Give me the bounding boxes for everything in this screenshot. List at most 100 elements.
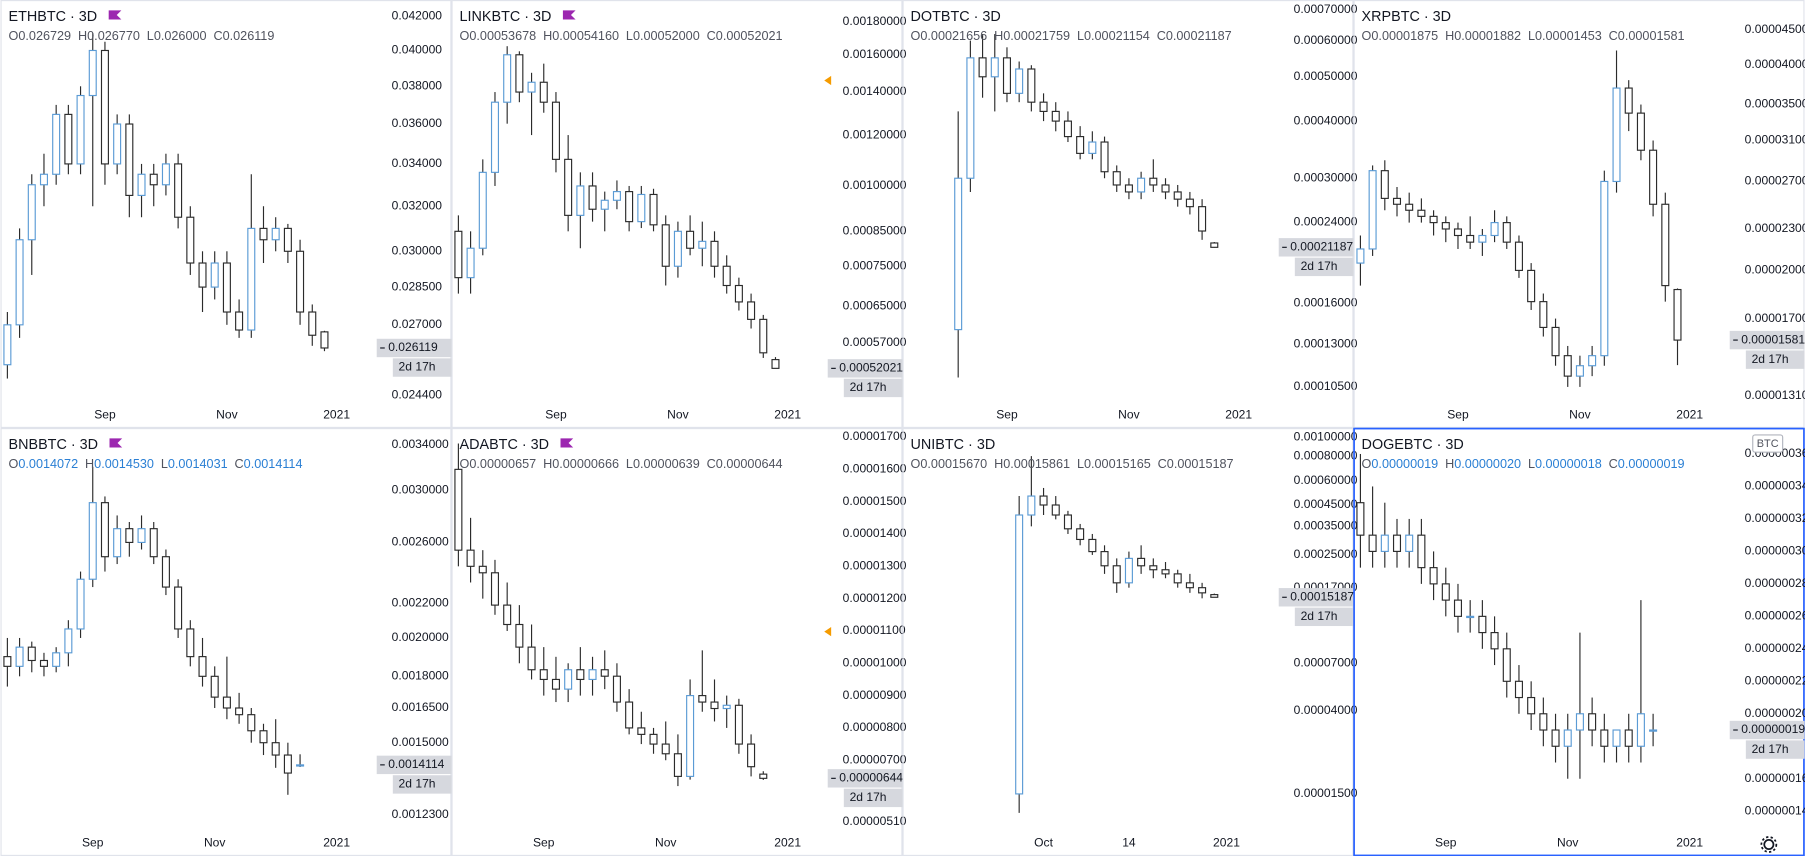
symbol-title: ETHBTC · 3D xyxy=(9,9,98,25)
alert-marker xyxy=(824,75,832,86)
ohlc-key: H xyxy=(994,29,1003,43)
x-tick-label: 2021 xyxy=(1225,408,1252,422)
symbol-title: DOGEBTC · 3D xyxy=(1362,437,1464,453)
candle-body xyxy=(1185,582,1194,589)
candle-body xyxy=(1173,191,1182,200)
y-tick-label: 0.027000 xyxy=(392,317,443,331)
countdown: 2d 17h xyxy=(1752,352,1789,366)
y-tick-label: 0.00001600 xyxy=(843,462,907,476)
countdown-box xyxy=(843,788,903,808)
symbol-title: BNBBTC · 3D xyxy=(9,437,98,453)
y-tick-label: 0.00180000 xyxy=(843,14,907,28)
ohlc-key: O xyxy=(9,457,19,471)
ohlc-key: O xyxy=(9,29,19,43)
candle-body xyxy=(125,123,134,196)
candle-body xyxy=(698,695,707,703)
candle-body xyxy=(490,572,500,606)
panel-border xyxy=(902,0,1354,428)
ohlc-value: 0.00000019 xyxy=(1371,457,1438,471)
gear[interactable] xyxy=(1763,839,1775,850)
last-price-box xyxy=(827,359,903,378)
y-tick-label: 0.0034000 xyxy=(392,437,449,451)
y-tick-label: 0.042000 xyxy=(392,9,443,23)
ohlc-value: 0.026729 xyxy=(18,29,71,43)
y-tick-label: 0.038000 xyxy=(392,78,443,92)
ohlc-value: 0.00021154 xyxy=(1084,29,1150,43)
settings-icon[interactable] xyxy=(1760,836,1778,853)
ohlc-value: 0.00052000 xyxy=(633,29,700,43)
ohlc-value: 0.026119 xyxy=(223,29,275,43)
x-tick-label: 2021 xyxy=(323,408,350,422)
candle-body xyxy=(503,604,512,626)
y-tick-label: 0.00000510 xyxy=(843,814,907,828)
candle-body xyxy=(612,191,621,201)
candle-body xyxy=(1624,87,1633,114)
last-price-box xyxy=(1278,588,1354,607)
symbol-title: XRPBTC · 3D xyxy=(1362,9,1451,25)
candle-body xyxy=(174,163,183,218)
ohlc-value: 0.00001581 xyxy=(1618,29,1685,43)
y-tick-label: 0.00100000 xyxy=(843,178,907,192)
y-tick-label: 0.0030000 xyxy=(392,483,449,497)
candle-body xyxy=(1478,234,1487,243)
candle-body xyxy=(478,565,487,574)
candle-body xyxy=(1002,57,1011,94)
candle-body xyxy=(1563,729,1572,747)
last-price-label: 0.00000019 xyxy=(1741,722,1805,736)
candle-body xyxy=(1124,557,1133,584)
candle-body xyxy=(235,707,244,716)
candle-body xyxy=(1429,215,1438,224)
candle-body xyxy=(259,227,268,241)
y-tick-label: 0.034000 xyxy=(392,156,443,170)
candle-body xyxy=(612,675,621,703)
candle-body xyxy=(1539,301,1548,329)
candle-body xyxy=(1198,587,1207,594)
last-price-label: 0.00015187 xyxy=(1290,589,1354,603)
ohlc-value: 0.00053678 xyxy=(469,29,536,43)
y-tick-label: 0.00000034 xyxy=(1745,479,1805,493)
flag-icon xyxy=(108,10,122,20)
flag-icon xyxy=(560,438,574,448)
candle-body xyxy=(515,623,524,648)
y-tick-label: 0.0026000 xyxy=(392,535,449,549)
symbol-title: DOTBTC · 3D xyxy=(911,9,1001,25)
candle-body xyxy=(990,57,999,78)
ohlc-key: H xyxy=(1445,457,1454,471)
symbol-title: LINKBTC · 3D xyxy=(460,9,552,25)
ohlc-key: O xyxy=(460,457,470,471)
panel-border xyxy=(451,428,903,856)
candle-body xyxy=(1405,203,1414,211)
candle-body xyxy=(1600,180,1609,357)
y-tick-label: 0.00001300 xyxy=(843,559,907,573)
x-tick-label: 2021 xyxy=(1213,836,1240,850)
candle-body xyxy=(661,224,670,267)
y-tick-label: 0.0018000 xyxy=(392,669,449,683)
candle-body xyxy=(759,318,768,354)
ohlc-key: C xyxy=(235,457,244,471)
ohlc-value: 0.026770 xyxy=(87,29,140,43)
candle-body xyxy=(39,173,48,186)
candle-body xyxy=(966,57,975,179)
candle-body xyxy=(88,49,97,97)
candle-body xyxy=(308,311,317,336)
candle-body xyxy=(1575,713,1584,731)
gear-teeth[interactable] xyxy=(1760,836,1778,853)
candle-body xyxy=(539,669,548,681)
y-tick-label: 0.00140000 xyxy=(843,84,907,98)
candle-body xyxy=(564,158,573,216)
y-tick-label: 0.00060000 xyxy=(1294,33,1358,47)
candle-body xyxy=(137,528,146,543)
candle-body xyxy=(1551,326,1560,357)
currency-badge-box xyxy=(1752,434,1784,453)
candle-body xyxy=(454,230,463,279)
y-tick-label: 0.00002700 xyxy=(1745,174,1805,188)
candle-body xyxy=(76,94,85,165)
candle-body xyxy=(1100,141,1109,173)
y-tick-label: 0.00001400 xyxy=(843,526,907,540)
candle-body xyxy=(27,646,36,662)
y-tick-label: 0.00000026 xyxy=(1745,609,1805,623)
candle-body xyxy=(466,549,475,567)
ohlc-value: 0.00052021 xyxy=(716,29,783,43)
ohlc-key: H xyxy=(543,29,552,43)
ohlc-key: C xyxy=(1609,29,1618,43)
